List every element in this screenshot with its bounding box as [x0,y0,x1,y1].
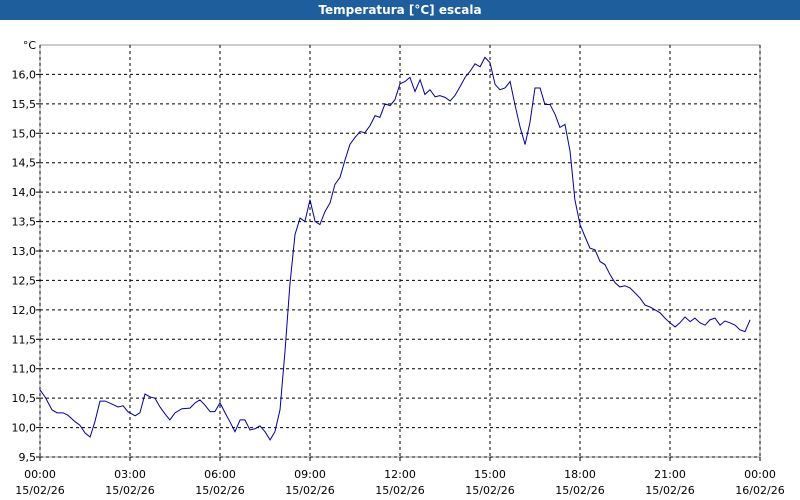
x-tick-date: 15/02/26 [555,484,604,497]
y-tick-label: 14,0 [12,186,37,199]
x-tick-date: 15/02/26 [15,484,64,497]
y-tick-label: 16,0 [12,68,37,81]
x-tick-label: 00:00 [744,468,776,481]
x-tick-label: 09:00 [294,468,326,481]
x-tick-label: 12:00 [384,468,416,481]
y-tick-label: 15,0 [12,127,37,140]
x-tick-label: 06:00 [204,468,236,481]
y-tick-label: 15,5 [12,98,37,111]
x-tick-label: 15:00 [474,468,506,481]
temperature-line [39,56,751,441]
x-tick-label: 21:00 [654,468,686,481]
y-tick-label: 10,5 [12,392,37,405]
y-tick-label: 11,0 [12,363,37,376]
y-tick-label: 13,0 [12,245,37,258]
x-tick-label: 00:00 [24,468,56,481]
y-tick-label: 12,0 [12,304,37,317]
chart-title: Temperatura [°C] escala [318,3,481,17]
y-tick-label: 13,5 [12,216,37,229]
x-tick-date: 15/02/26 [105,484,154,497]
x-tick-date: 15/02/26 [645,484,694,497]
y-tick-label: 11,5 [12,333,37,346]
y-unit: °C [23,39,37,52]
y-tick-label: 12,5 [12,274,37,287]
y-tick-label: 9,5 [19,451,37,464]
x-tick-date: 15/02/26 [465,484,514,497]
x-tick-date: 15/02/26 [195,484,244,497]
x-tick-date: 15/02/26 [375,484,424,497]
title-bar [0,0,800,20]
y-tick-label: 14,5 [12,157,37,170]
x-tick-date: 15/02/26 [285,484,334,497]
x-tick-date: 16/02/26 [735,484,784,497]
x-tick-label: 18:00 [564,468,596,481]
x-tick-label: 03:00 [114,468,146,481]
y-tick-label: 10,0 [12,422,37,435]
